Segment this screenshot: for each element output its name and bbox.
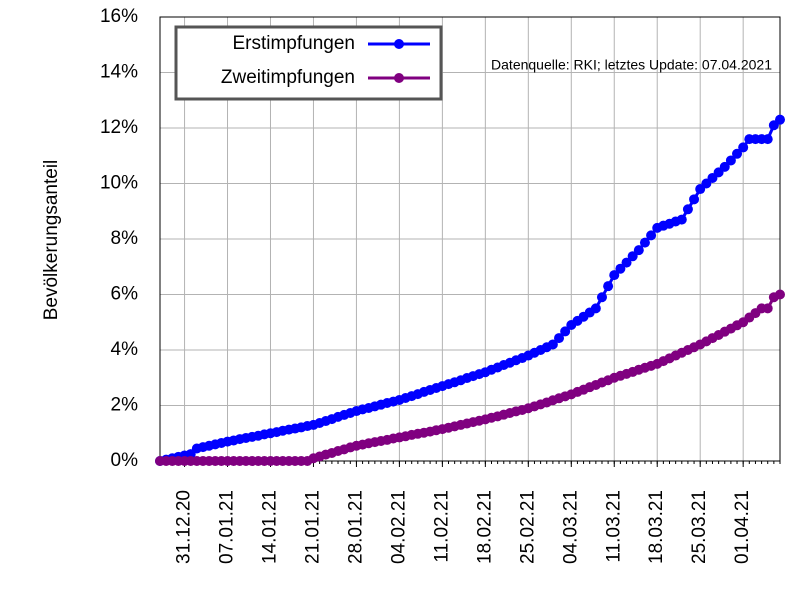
x-tick-label: 31.12.20 [174, 490, 195, 564]
annotation: Datenquelle: RKI; letztes Update: 07.04.… [491, 57, 772, 73]
legend-label: Erstimpfungen [232, 33, 355, 54]
data-point [603, 281, 614, 292]
data-point [639, 237, 650, 248]
x-tick-label: 25.02.21 [517, 490, 538, 564]
data-point [547, 339, 558, 350]
data-point [719, 161, 730, 172]
data-point [646, 230, 657, 241]
data-point [596, 292, 607, 303]
x-tick-label: 18.03.21 [646, 490, 667, 564]
data-point [762, 303, 773, 314]
data-point [725, 155, 736, 166]
data-point [633, 245, 644, 256]
data-point [676, 214, 687, 225]
x-tick-label: 25.03.21 [689, 490, 710, 564]
data-point [762, 134, 773, 145]
legend-marker [394, 39, 404, 49]
data-point [682, 204, 693, 215]
data-point [627, 251, 638, 262]
y-tick-label: 6% [111, 284, 139, 305]
y-tick-label: 16% [100, 6, 138, 27]
x-tick-label: 01.04.21 [732, 490, 753, 564]
data-point [554, 333, 565, 344]
x-tick-label: 11.03.21 [603, 490, 624, 563]
series-line [159, 118, 782, 463]
plot-frame [159, 16, 781, 462]
y-tick-label: 0% [111, 450, 139, 471]
y-axis-label: Bevölkerungsanteil [41, 160, 62, 321]
data-point [615, 263, 626, 274]
data-point [689, 194, 700, 205]
x-tick-label: 04.03.21 [560, 490, 581, 564]
x-tick-label: 14.01.21 [260, 490, 281, 564]
x-tick-label: 18.02.21 [474, 490, 495, 564]
data-point [560, 326, 571, 337]
x-tick-label: 04.02.21 [388, 490, 409, 564]
data-point [609, 270, 620, 281]
legend-box [174, 25, 443, 101]
y-tick-label: 8% [111, 228, 139, 249]
y-tick-label: 10% [100, 173, 138, 194]
data-point [590, 303, 601, 314]
legend-marker [394, 73, 404, 83]
y-tick-label: 12% [100, 117, 138, 138]
data-point [621, 257, 632, 268]
data-point [732, 148, 743, 159]
legend-label: Zweitimpfungen [221, 67, 355, 88]
data-point [775, 114, 785, 125]
x-tick-label: 11.02.21 [431, 490, 452, 563]
data-point [775, 289, 785, 300]
x-tick-label: 07.01.21 [217, 490, 238, 564]
y-tick-label: 4% [111, 339, 139, 360]
x-tick-label: 21.01.21 [302, 490, 323, 564]
y-tick-label: 2% [111, 395, 139, 416]
data-point [738, 142, 749, 153]
y-tick-label: 14% [100, 62, 138, 83]
x-tick-label: 28.01.21 [345, 490, 366, 564]
